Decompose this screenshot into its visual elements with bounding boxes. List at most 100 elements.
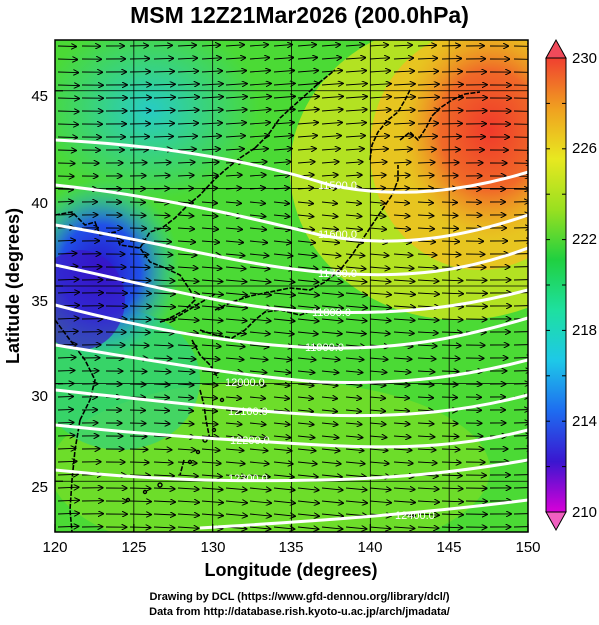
contour-label: 12400.0 <box>395 510 435 522</box>
contour-11700 <box>55 223 528 277</box>
wind-arrow <box>201 267 221 269</box>
wind-arrow <box>417 123 438 124</box>
cool-region <box>55 40 260 200</box>
wind-arrow <box>177 58 197 59</box>
wind-arrow <box>273 293 295 295</box>
credit-drawing: Drawing by DCL (https://www.gfd-dennou.o… <box>149 591 450 603</box>
wind-arrow <box>249 345 269 347</box>
wind-arrow <box>297 70 318 72</box>
wind-arrow <box>153 215 169 216</box>
wind-arrow <box>417 527 438 528</box>
lon-tick-label: 150 <box>515 539 540 556</box>
wind-arrow <box>273 475 294 477</box>
wind-arrow <box>177 71 198 72</box>
wind-arrow <box>57 214 73 215</box>
wind-arrow <box>249 423 266 425</box>
wind-arrow <box>129 306 151 307</box>
wind-arrow <box>513 279 528 281</box>
wind-arrow <box>513 526 528 528</box>
wind-arrow <box>393 371 410 372</box>
lon-tick-label: 125 <box>121 539 146 556</box>
wind-arrow <box>177 397 193 398</box>
wind-arrow <box>177 423 194 424</box>
wind-arrow <box>249 267 269 269</box>
wind-arrow <box>417 136 437 137</box>
wind-arrow <box>393 188 409 189</box>
wind-arrow <box>393 410 409 411</box>
wind-arrow <box>249 488 271 490</box>
wind-arrow <box>345 97 367 98</box>
wind-arrow <box>393 71 414 72</box>
wind-arrow <box>225 123 246 124</box>
wind-arrow <box>201 97 223 98</box>
wind-arrow <box>201 136 221 137</box>
wind-arrow <box>57 513 79 514</box>
wind-arrow <box>417 449 436 450</box>
wind-arrow <box>369 501 391 503</box>
wind-arrow <box>273 306 295 308</box>
wind-arrow <box>249 319 271 321</box>
wind-arrow <box>225 149 244 150</box>
wind-arrow <box>57 98 79 99</box>
wind-arrow <box>369 228 386 229</box>
wind-arrow <box>393 358 411 359</box>
wind-arrow <box>249 280 270 282</box>
wind-arrow <box>393 397 409 398</box>
wind-arrow <box>57 137 77 138</box>
wind-arrow <box>417 501 439 502</box>
wind-arrow <box>417 280 438 281</box>
wind-arrow <box>201 449 220 450</box>
wind-arrow <box>153 188 169 189</box>
contour-label: 12100.0 <box>228 406 268 418</box>
wind-arrow <box>153 501 175 502</box>
wind-arrow <box>417 384 434 385</box>
wind-arrow <box>441 136 461 137</box>
wind-arrow <box>369 202 385 203</box>
wind-arrow <box>273 397 289 399</box>
wind-arrow <box>153 449 172 450</box>
wind-arrow <box>297 384 314 386</box>
wind-arrow <box>321 96 343 98</box>
wind-arrow <box>225 501 247 503</box>
wind-arrow <box>417 215 433 216</box>
wind-arrow <box>513 266 528 268</box>
wind-arrow <box>417 345 437 346</box>
wind-arrow <box>153 527 174 528</box>
wind-arrow <box>57 422 74 423</box>
wind-arrow <box>369 384 386 385</box>
wind-arrow <box>417 175 434 176</box>
wind-arrow <box>393 175 410 176</box>
wind-arrow <box>441 149 460 150</box>
wind-arrow <box>345 397 361 398</box>
wind-arrow <box>393 228 410 229</box>
wind-arrow <box>393 254 412 255</box>
wind-arrow <box>393 97 415 98</box>
wind-arrow <box>153 97 175 98</box>
wind-arrow <box>321 109 343 111</box>
wind-arrow <box>393 449 412 450</box>
wind-arrow <box>417 423 434 424</box>
wind-arrow <box>57 253 76 254</box>
wind-arrow <box>369 123 390 124</box>
wind-arrow <box>201 306 223 308</box>
contour-label: 12300.0 <box>228 473 268 485</box>
wind-arrow <box>369 71 390 72</box>
wind-arrow <box>393 110 415 111</box>
wind-arrow <box>369 254 388 256</box>
wind-arrow <box>369 306 391 308</box>
wind-arrow <box>321 319 343 321</box>
wind-arrow <box>273 280 294 282</box>
contour-label: 11700.0 <box>318 268 357 280</box>
wind-arrow <box>321 501 343 503</box>
wind-arrow <box>345 254 364 256</box>
wind-arrow <box>441 436 458 437</box>
wind-arrow <box>177 215 193 216</box>
wind-arrow <box>57 59 77 60</box>
wind-arrow <box>345 371 362 373</box>
wind-arrow <box>369 45 388 46</box>
colorbar-top-triangle <box>545 38 567 59</box>
wind-arrow <box>297 149 316 150</box>
wind-arrow <box>273 96 295 98</box>
wind-arrow <box>393 123 414 124</box>
wind-arrow <box>441 215 457 216</box>
